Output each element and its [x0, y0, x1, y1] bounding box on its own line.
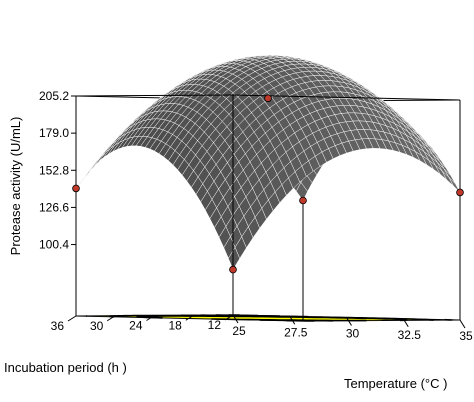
design-point [456, 188, 464, 197]
x-tick [459, 319, 466, 329]
y-tick [146, 315, 155, 321]
y-tick-label: 36 [51, 319, 65, 333]
x-tick [402, 318, 409, 328]
z-axis-label: Protease activity (U/mL) [8, 117, 23, 256]
x-tick-label: 25 [232, 324, 246, 338]
x-tick-label: 30 [346, 327, 360, 341]
y-tick [67, 315, 77, 322]
z-tick-label: 126.6 [39, 200, 69, 214]
x-axis-label: Temperature (°C ) [344, 376, 447, 391]
y-tick-label: 18 [168, 318, 182, 332]
y-tick [106, 315, 116, 322]
axis-ticks: 100.4 126.6 152.8 179.0 205.2 12 18 24 30 36 25 27.… [39, 89, 473, 343]
z-tick-label: 100.4 [39, 238, 69, 252]
response-surface [75, 54, 461, 271]
design-point [72, 184, 80, 193]
x-tick [232, 314, 239, 324]
surface-cell [228, 246, 240, 271]
design-points [72, 94, 464, 274]
x-tick-label: 27.5 [284, 325, 308, 339]
z-tick-label: 205.2 [39, 89, 69, 103]
y-tick [224, 314, 234, 321]
x-tick-label: 35 [459, 329, 473, 343]
design-point [264, 94, 272, 103]
y-tick-label: 30 [90, 319, 104, 333]
x-tick [289, 315, 296, 325]
y-axis-label: Incubation period (h ) [4, 360, 127, 375]
design-point [229, 265, 237, 274]
box-edge [75, 94, 234, 97]
y-tick [185, 314, 195, 321]
x-tick [346, 317, 352, 326]
z-tick-label: 179.0 [39, 126, 69, 140]
x-tick-label: 32.5 [398, 328, 422, 342]
y-tick-label: 12 [208, 318, 222, 332]
z-tick-label: 152.8 [39, 163, 69, 177]
design-point [299, 196, 307, 205]
y-tick-label: 24 [129, 319, 143, 333]
